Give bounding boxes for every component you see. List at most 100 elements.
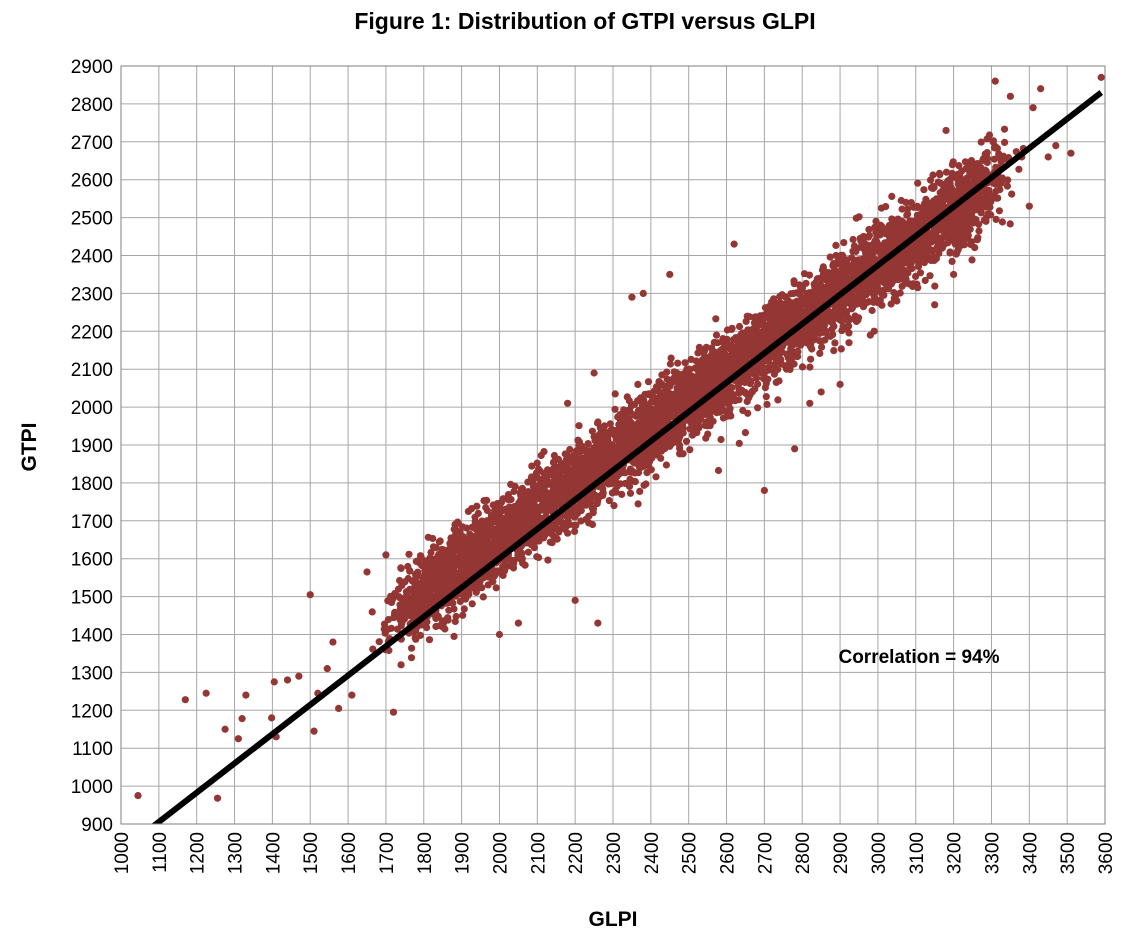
data-point bbox=[599, 485, 607, 493]
data-point bbox=[670, 390, 679, 398]
data-point bbox=[754, 380, 762, 388]
data-point bbox=[718, 345, 726, 353]
data-point bbox=[958, 238, 966, 247]
data-point bbox=[662, 407, 671, 415]
data-point bbox=[889, 219, 897, 227]
data-point bbox=[893, 275, 901, 284]
data-point bbox=[995, 207, 1004, 215]
data-point bbox=[573, 485, 581, 493]
data-point bbox=[949, 158, 957, 166]
data-point bbox=[588, 504, 596, 512]
data-point bbox=[663, 400, 671, 408]
data-point bbox=[585, 512, 593, 520]
grid-lines bbox=[120, 65, 1106, 825]
data-point bbox=[468, 600, 476, 608]
data-point bbox=[410, 593, 418, 601]
data-point bbox=[533, 459, 541, 467]
data-point bbox=[679, 429, 687, 437]
data-point bbox=[809, 332, 818, 340]
data-point bbox=[832, 251, 840, 260]
data-point bbox=[532, 469, 541, 477]
data-point bbox=[971, 244, 979, 252]
data-point bbox=[550, 533, 558, 541]
data-point bbox=[723, 412, 732, 420]
data-point bbox=[888, 192, 896, 200]
data-point bbox=[790, 360, 798, 368]
data-point bbox=[696, 372, 704, 380]
data-point bbox=[987, 211, 995, 219]
data-point bbox=[826, 253, 834, 261]
data-point bbox=[667, 354, 675, 362]
data-point bbox=[751, 321, 760, 329]
data-point bbox=[632, 412, 640, 420]
chart-title: Figure 1: Distribution of GTPI versus GL… bbox=[354, 8, 815, 34]
data-point bbox=[983, 149, 991, 157]
data-point bbox=[721, 360, 730, 368]
data-point bbox=[427, 548, 435, 557]
data-point bbox=[817, 337, 825, 345]
data-point bbox=[796, 290, 804, 298]
data-point bbox=[778, 291, 786, 299]
data-point bbox=[641, 390, 649, 398]
data-point bbox=[436, 537, 444, 545]
data-point bbox=[634, 500, 642, 508]
data-point bbox=[650, 394, 658, 402]
data-point bbox=[563, 450, 571, 458]
data-point bbox=[843, 325, 851, 333]
data-point bbox=[963, 212, 971, 220]
data-point bbox=[480, 497, 488, 505]
data-point bbox=[674, 359, 682, 367]
data-point bbox=[653, 451, 661, 459]
data-point bbox=[664, 394, 672, 402]
data-point bbox=[575, 422, 583, 430]
data-point bbox=[432, 544, 440, 552]
data-point bbox=[762, 393, 770, 401]
data-point bbox=[798, 363, 807, 371]
data-point bbox=[767, 353, 775, 361]
data-point bbox=[903, 211, 911, 219]
data-point bbox=[735, 322, 744, 331]
data-point bbox=[832, 241, 840, 249]
data-point bbox=[706, 372, 714, 380]
data-point bbox=[856, 289, 864, 298]
data-point bbox=[533, 553, 541, 561]
data-point bbox=[613, 482, 621, 490]
data-point bbox=[670, 374, 678, 382]
data-point bbox=[741, 429, 750, 437]
data-point bbox=[551, 468, 559, 476]
data-point bbox=[491, 511, 499, 519]
data-point bbox=[742, 317, 750, 325]
data-point bbox=[724, 389, 732, 397]
data-point bbox=[375, 638, 383, 646]
data-point bbox=[416, 585, 424, 593]
data-point bbox=[851, 312, 859, 320]
data-point bbox=[751, 370, 759, 378]
data-point bbox=[996, 186, 1004, 194]
data-point bbox=[413, 602, 421, 610]
data-point bbox=[658, 371, 666, 379]
data-point bbox=[739, 406, 747, 415]
data-point bbox=[369, 645, 377, 653]
data-point bbox=[852, 317, 861, 325]
data-point bbox=[807, 355, 815, 363]
data-point bbox=[743, 328, 751, 336]
data-point bbox=[828, 283, 837, 291]
data-point bbox=[577, 472, 586, 481]
data-point bbox=[890, 289, 898, 297]
data-point bbox=[571, 527, 579, 536]
data-point bbox=[423, 618, 431, 626]
data-point bbox=[524, 548, 533, 556]
data-point bbox=[593, 419, 602, 427]
data-point bbox=[702, 364, 710, 373]
data-point bbox=[590, 458, 598, 466]
data-point bbox=[425, 636, 434, 644]
data-point bbox=[811, 318, 819, 326]
data-point bbox=[910, 203, 918, 211]
data-point bbox=[871, 295, 879, 303]
data-point bbox=[719, 400, 727, 408]
data-point bbox=[616, 411, 624, 419]
data-point bbox=[681, 359, 689, 367]
data-point bbox=[849, 235, 857, 244]
data-point bbox=[981, 203, 989, 211]
